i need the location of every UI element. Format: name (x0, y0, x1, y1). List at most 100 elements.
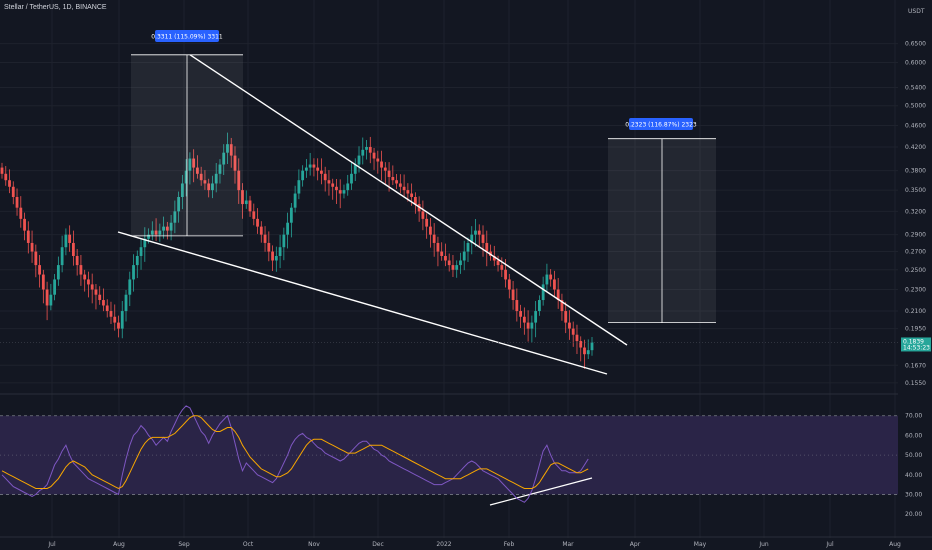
current-price-badge (901, 337, 931, 352)
candle-body (353, 164, 357, 174)
wedge-upper-line (189, 54, 628, 346)
candle-body (23, 218, 26, 231)
time-tick-label: Oct (243, 541, 254, 548)
candle-body (500, 265, 504, 270)
candle-body (26, 230, 30, 243)
candle-body (150, 230, 154, 235)
candle-body (4, 173, 8, 181)
price-tick-label: 0.2900 (905, 232, 926, 239)
time-tick-label: May (694, 541, 707, 548)
candle-body (143, 238, 147, 248)
candle-body (75, 255, 79, 266)
candle-body (327, 180, 331, 184)
candle-body (526, 322, 530, 329)
candle-body (19, 207, 23, 219)
candle-body (165, 226, 169, 231)
time-tick-label: Aug (113, 541, 125, 548)
candle-body (586, 350, 590, 355)
candle-body (368, 146, 372, 153)
rsi-trendline (489, 477, 593, 506)
rsi-axis[interactable]: 70.00 60.00 50.00 40.00 30.00 20.00 (905, 413, 922, 518)
candle-body (162, 226, 165, 231)
price-tick-label: 0.5400 (905, 84, 926, 91)
candle-body (53, 279, 57, 295)
candle-body (361, 149, 365, 156)
candle-body (365, 146, 368, 150)
candle-body (537, 300, 541, 312)
candle-body (316, 167, 320, 171)
candle-body (541, 284, 545, 301)
candle-body (184, 170, 188, 184)
candle-body (199, 173, 203, 181)
candle-body (545, 274, 549, 285)
candle-body (45, 289, 49, 306)
candle-body (515, 300, 519, 312)
candle-body (556, 289, 560, 301)
candle-body (94, 289, 98, 295)
price-tick-label: 0.3200 (905, 208, 926, 215)
candle-body (338, 190, 342, 194)
candle-body (154, 230, 158, 235)
candle-body (406, 190, 410, 194)
chart-title: Stellar / TetherUS, 1D, BINANCE (4, 4, 107, 11)
rsi-tick-label: 50.00 (905, 452, 922, 459)
candle-body (335, 186, 338, 191)
time-tick-label: Aug (889, 541, 901, 548)
candle-body (274, 255, 278, 261)
candle-body (380, 161, 383, 168)
candle-body (158, 230, 162, 235)
measure-label-1: 0.3311 (115.09%) 3311 (151, 34, 223, 41)
candle-body (222, 152, 226, 165)
candle-body (79, 265, 83, 275)
candle-body (169, 222, 173, 231)
candle-body (481, 234, 485, 243)
candle-body (252, 211, 256, 219)
candle-body (293, 193, 297, 208)
time-tick-label: Apr (630, 541, 641, 548)
candle-body (462, 251, 466, 261)
candle-body (346, 183, 350, 191)
candle-body (60, 247, 64, 266)
time-tick-label: Jun (758, 541, 769, 548)
candle-body (568, 322, 571, 329)
candle-body (49, 294, 53, 306)
price-tick-label: 0.6000 (905, 60, 926, 67)
currency-label: USDT (908, 8, 925, 15)
time-tick-label: Dec (372, 541, 384, 548)
candle-body (109, 311, 113, 317)
candle-body (229, 144, 233, 156)
candle-body (432, 234, 436, 243)
candle-body (87, 279, 90, 285)
time-tick-label: Mar (562, 541, 574, 548)
candle-body (173, 211, 177, 223)
price-tick-label: 0.3800 (905, 168, 926, 175)
candle-body (192, 158, 196, 168)
candle-body (147, 234, 150, 239)
candle-body (323, 173, 327, 181)
candle-body (312, 164, 316, 168)
countdown-label: 14:53:23 (903, 344, 930, 351)
candle-body (30, 242, 34, 252)
candle-body (549, 274, 553, 280)
candle-body (90, 284, 94, 290)
candle-body (387, 170, 391, 177)
candle-body (259, 226, 263, 235)
rsi-tick-label: 40.00 (905, 472, 922, 479)
candle-body (218, 164, 222, 174)
candle-body (34, 251, 38, 266)
price-tick-label: 0.2700 (905, 249, 926, 256)
time-axis[interactable]: Jul Aug Sep Oct Nov Dec 2022 Feb Mar Apr May Jun Jul… (0, 536, 932, 548)
time-tick-label: Nov (308, 541, 320, 548)
time-tick-label: Sep (178, 541, 190, 548)
candle-body (519, 311, 522, 317)
current-price-label: 0.1839 (903, 338, 924, 345)
price-tick-label: 0.6500 (905, 41, 926, 48)
candle-body (139, 247, 143, 256)
rsi-lines (1, 405, 589, 503)
candle-body (278, 247, 282, 256)
rsi-band (0, 415, 898, 495)
candle-body (391, 176, 395, 181)
candle-body (357, 155, 361, 165)
candle-body (207, 183, 211, 191)
